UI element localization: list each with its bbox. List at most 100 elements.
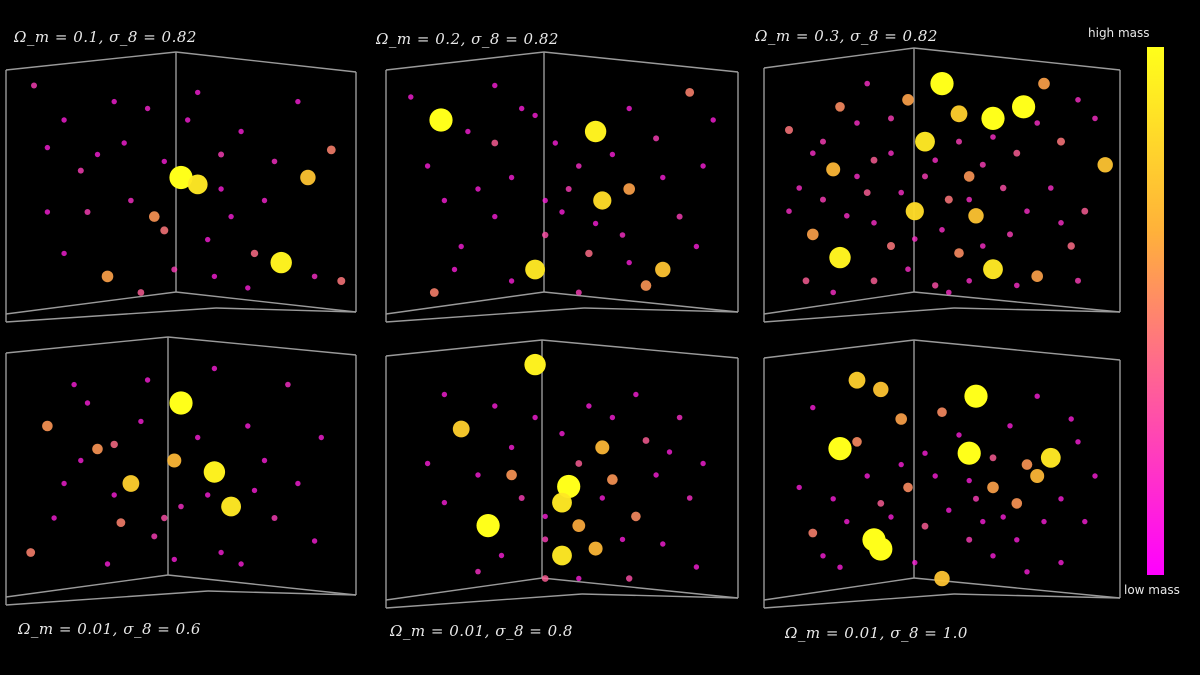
halo-point-5-1 bbox=[524, 353, 546, 376]
halo-point-6-20 bbox=[869, 537, 893, 561]
halo-point-6-21 bbox=[921, 522, 929, 530]
halo-point-1-3 bbox=[111, 98, 117, 105]
halo-point-5-23 bbox=[633, 391, 639, 398]
halo-point-1-20 bbox=[250, 249, 259, 258]
halo-point-6-28 bbox=[1092, 473, 1098, 479]
halo-point-2-4 bbox=[408, 94, 414, 100]
halo-point-5-15 bbox=[552, 545, 572, 566]
halo-point-1-11 bbox=[271, 158, 278, 165]
box-top-right-edge bbox=[175, 51, 357, 73]
halo-point-6-47 bbox=[932, 473, 938, 479]
halo-point-3-22 bbox=[1067, 242, 1075, 250]
halo-point-2-12 bbox=[623, 183, 635, 195]
halo-point-2-40 bbox=[542, 197, 548, 204]
halo-point-3-40 bbox=[1007, 231, 1013, 238]
halo-point-6-6 bbox=[852, 437, 862, 447]
halo-point-3-48 bbox=[1092, 115, 1098, 122]
box-floor-back-right bbox=[541, 577, 739, 599]
halo-point-1-1 bbox=[31, 82, 37, 89]
halo-point-3-12 bbox=[944, 195, 953, 204]
halo-point-4-34 bbox=[251, 487, 258, 494]
box-floor-front-left bbox=[763, 593, 955, 609]
halo-point-6-36 bbox=[946, 507, 952, 513]
halo-point-5-3 bbox=[476, 514, 500, 538]
halo-point-6-38 bbox=[1014, 537, 1020, 543]
halo-point-1-19 bbox=[205, 236, 211, 243]
halo-point-4-1 bbox=[169, 391, 193, 415]
halo-point-6-15 bbox=[1011, 498, 1023, 509]
halo-point-4-26 bbox=[104, 561, 111, 567]
box-top-left-edge bbox=[763, 339, 915, 359]
halo-point-2-35 bbox=[565, 186, 572, 192]
halo-point-4-3 bbox=[110, 440, 118, 449]
halo-point-5-26 bbox=[686, 495, 693, 501]
box-top-right-edge bbox=[913, 339, 1121, 361]
box-floor-front-right bbox=[953, 593, 1121, 599]
halo-point-5-31 bbox=[441, 499, 448, 506]
halo-point-6-37 bbox=[912, 559, 918, 566]
halo-point-5-6 bbox=[506, 469, 517, 481]
halo-point-5-11 bbox=[572, 519, 586, 532]
halo-point-1-9 bbox=[187, 174, 208, 195]
halo-point-3-5 bbox=[915, 131, 935, 152]
halo-point-1-25 bbox=[311, 273, 318, 280]
halo-point-5-4 bbox=[557, 474, 581, 499]
halo-point-3-6 bbox=[902, 94, 914, 106]
halo-point-6-43 bbox=[864, 473, 870, 479]
halo-point-3-11 bbox=[963, 171, 975, 182]
halo-point-2-39 bbox=[710, 117, 716, 123]
halo-point-2-29 bbox=[575, 289, 582, 296]
box-top-left-edge bbox=[385, 51, 545, 71]
halo-point-5-29 bbox=[508, 444, 515, 451]
halo-point-1-28 bbox=[77, 167, 84, 174]
halo-point-3-7 bbox=[835, 102, 845, 112]
halo-point-1-34 bbox=[185, 117, 191, 123]
halo-point-4-4 bbox=[92, 443, 103, 455]
panel-label-1: Ω_m = 0.1, σ_8 = 0.82 bbox=[14, 28, 197, 46]
halo-point-5-12 bbox=[631, 511, 641, 522]
colorbar-top-label: high mass bbox=[1088, 26, 1150, 40]
halo-point-3-20 bbox=[983, 259, 1003, 280]
halo-point-2-19 bbox=[640, 280, 652, 291]
halo-point-3-18 bbox=[887, 242, 895, 250]
box-floor-back-left bbox=[5, 574, 169, 598]
halo-point-3-51 bbox=[898, 189, 904, 196]
halo-point-1-2 bbox=[195, 89, 201, 96]
halo-point-1-6 bbox=[44, 144, 51, 151]
halo-point-4-35 bbox=[111, 492, 117, 498]
halo-point-6-51 bbox=[1041, 518, 1047, 525]
halo-point-2-1 bbox=[429, 108, 453, 132]
colorbar-bottom-label: low mass bbox=[1124, 583, 1180, 597]
halo-point-1-14 bbox=[128, 197, 134, 204]
halo-point-6-46 bbox=[1075, 439, 1081, 445]
box-top-left-edge bbox=[5, 51, 177, 71]
halo-point-6-22 bbox=[966, 536, 973, 543]
halo-point-6-13 bbox=[987, 481, 999, 494]
halo-point-6-29 bbox=[1068, 416, 1074, 422]
halo-point-4-8 bbox=[221, 496, 242, 517]
halo-point-5-24 bbox=[676, 414, 683, 421]
halo-point-3-57 bbox=[912, 236, 918, 242]
halo-point-1-36 bbox=[261, 197, 268, 204]
halo-point-1-10 bbox=[218, 151, 225, 158]
halo-point-4-31 bbox=[318, 434, 324, 441]
halo-point-6-4 bbox=[937, 407, 947, 418]
halo-point-6-11 bbox=[1040, 447, 1061, 468]
halo-point-1-5 bbox=[295, 98, 301, 105]
halo-point-3-33 bbox=[854, 120, 860, 126]
halo-point-6-27 bbox=[1082, 518, 1088, 525]
halo-point-2-37 bbox=[660, 174, 666, 181]
halo-points bbox=[26, 72, 1113, 587]
halo-point-4-21 bbox=[295, 480, 301, 487]
halo-point-5-20 bbox=[492, 403, 498, 409]
halo-point-2-8 bbox=[653, 135, 660, 142]
halo-point-6-2 bbox=[873, 381, 889, 398]
halo-point-5-35 bbox=[609, 414, 616, 421]
box-floor-back-left bbox=[385, 577, 543, 601]
box-floor-back-left bbox=[5, 291, 177, 315]
halo-point-3-66 bbox=[810, 150, 816, 156]
halo-point-1-18 bbox=[228, 213, 234, 220]
halo-point-5-32 bbox=[518, 495, 525, 501]
halo-point-5-34 bbox=[653, 472, 659, 478]
halo-point-1-24 bbox=[61, 250, 67, 257]
